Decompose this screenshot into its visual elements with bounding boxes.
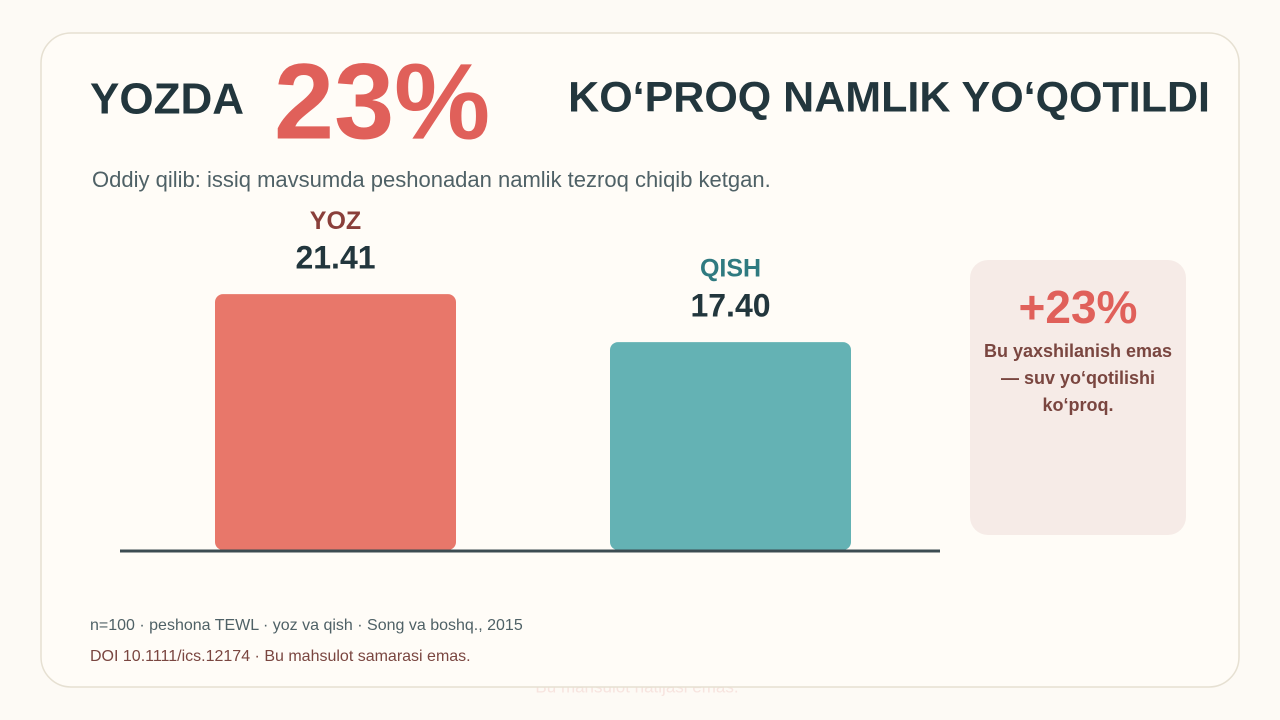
footer-note: DOI 10.1111/ics.12174 · Bu mahsulot sama… — [90, 648, 471, 665]
callout-value: +23% — [1019, 281, 1138, 333]
subtitle: Oddiy qilib: issiq mavsumda peshonadan n… — [92, 167, 771, 192]
bars: 21.41 YOZ 17.40 QISH — [215, 207, 851, 550]
value-label: 21.41 — [295, 240, 375, 276]
title-highlight: 23% — [274, 41, 490, 162]
callout-text: Bu yaxshilanish emas — suv yo‘qotilishi … — [983, 341, 1173, 415]
category-label: YOZ — [310, 207, 361, 235]
bar — [610, 342, 851, 550]
title-before: YOZDA — [90, 75, 244, 124]
category-label: QISH — [700, 255, 761, 283]
title-after: KO‘PROQ NAMLIK YO‘QOTILDI — [568, 73, 1210, 121]
footer-source: n=100 · peshona TEWL · yoz va qish · Son… — [90, 617, 523, 634]
bar — [215, 294, 456, 550]
callout-box — [970, 260, 1186, 535]
value-label: 17.40 — [690, 288, 770, 324]
